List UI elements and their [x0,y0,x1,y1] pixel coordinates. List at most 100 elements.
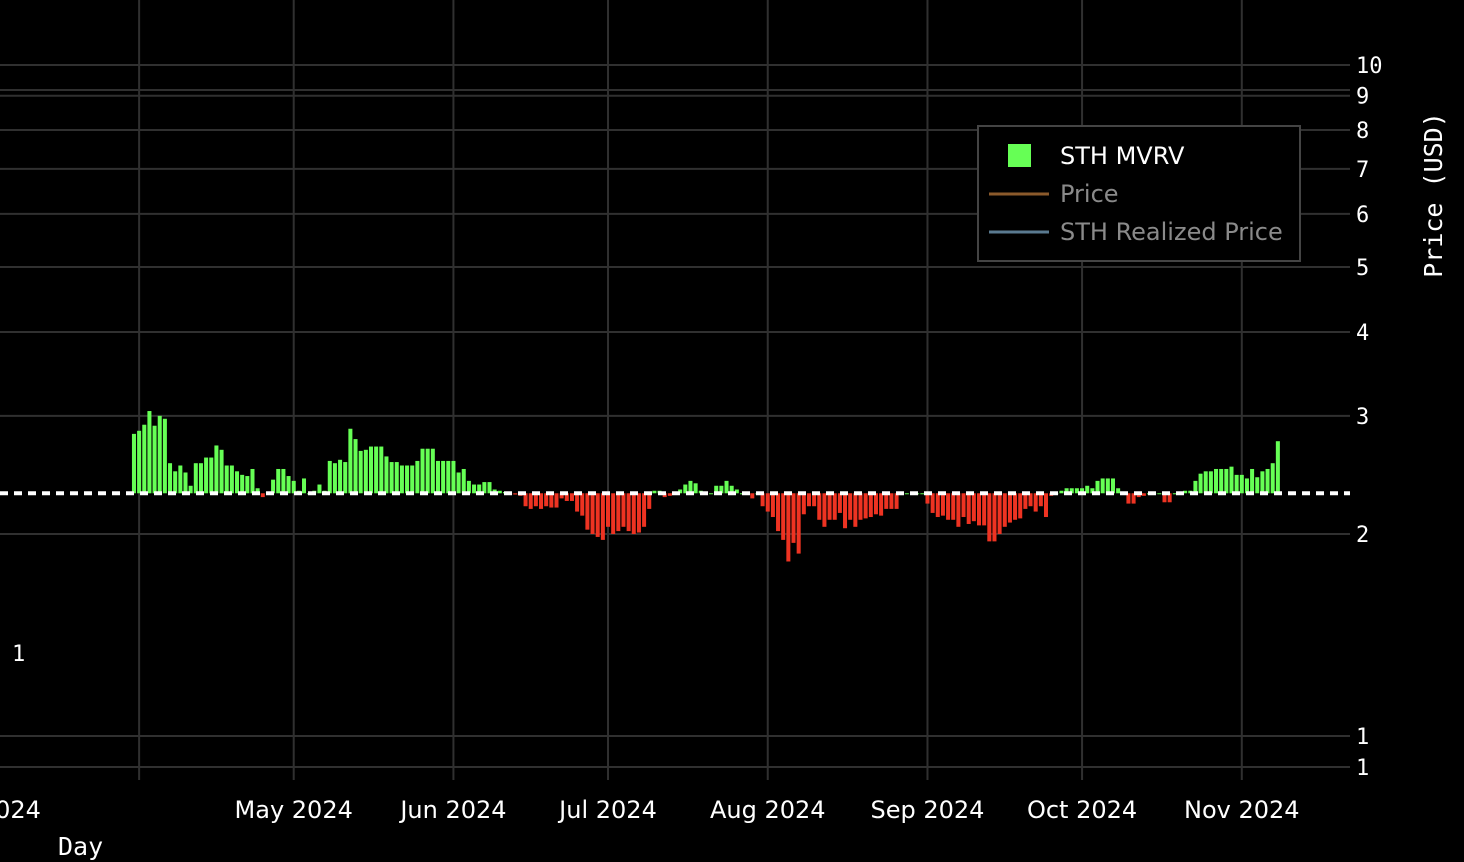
sth-mvrv-bar [1167,493,1172,503]
sth-mvrv-bar [946,493,951,520]
sth-mvrv-bar [235,471,240,494]
sth-mvrv-bar [410,465,415,494]
sth-mvrv-bar [152,425,157,494]
legend-item-price[interactable]: Price [1060,180,1119,208]
x-tick-label: Jun 2024 [398,796,506,824]
sth-mvrv-bar [338,459,343,494]
sth-mvrv-bar [214,445,219,494]
sth-mvrv-bar [1100,478,1105,494]
sth-mvrv-bar [801,493,806,515]
sth-mvrv-bar [451,460,456,494]
sth-mvrv-bar [317,484,322,494]
sth-mvrv-bar [580,493,585,516]
sth-mvrv-bar [724,480,729,494]
sth-mvrv-bar [1183,490,1188,494]
sth-mvrv-bar [343,462,348,494]
sth-mvrv-bar [1193,480,1198,494]
legend[interactable]: STH MVRV Price STH Realized Price [977,125,1301,262]
sth-mvrv-bar [1064,488,1069,494]
sth-mvrv-bar [894,493,899,509]
sth-mvrv-bar [533,493,538,507]
sth-mvrv-bar [822,493,827,527]
sth-mvrv-bar [832,493,837,520]
left-y-tick-labels: 1 [12,642,25,667]
sth-mvrv-bar [564,493,569,501]
sth-mvrv-bar [137,430,142,494]
sth-mvrv-bar [688,480,693,494]
sth-mvrv-bar [466,480,471,494]
sth-mvrv-bar [806,493,811,507]
sth-mvrv-bar [1208,471,1213,494]
sth-mvrv-bar [379,446,384,494]
sth-mvrv-bar [245,476,250,494]
sth-mvrv-bar [982,493,987,526]
sth-mvrv-bar [642,493,647,527]
x-tick-label: May 2024 [235,796,353,824]
sth-mvrv-bar [1085,485,1090,494]
sth-mvrv-bar [301,478,307,494]
sth-mvrv-bar [472,484,477,494]
sth-mvrv-bar [709,493,714,495]
sth-mvrv-bar [1069,488,1074,494]
y-tick-label: 5 [1356,256,1369,281]
sth-mvrv-bar [482,482,487,494]
sth-mvrv-bar [554,493,559,508]
sth-mvrv-bar [1260,471,1265,494]
y-tick-label: 9 [1356,85,1369,110]
sth-mvrv-bar [198,463,203,494]
sth-mvrv-bar [224,465,229,494]
sth-mvrv-bar [539,493,544,509]
y-tick-label: 2 [1356,523,1369,548]
sth-mvrv-bar [812,493,817,507]
sth-mvrv-bar [559,493,564,499]
sth-mvrv-bar [693,483,698,494]
sth-mvrv-bar [131,433,136,494]
sth-mvrv-bar [760,493,765,507]
sth-mvrv-bar [631,493,636,534]
sth-mvrv-bar [425,448,430,494]
sth-mvrv-bar [904,493,909,495]
sth-mvrv-bar [1162,493,1167,503]
sth-mvrv-bar [667,493,672,496]
sth-mvrv-bar [281,468,286,494]
sth-mvrv-bar [827,493,832,520]
sth-mvrv-bar [250,468,255,494]
sth-mvrv-bar [1074,488,1079,494]
sth-mvrv-bar [1033,493,1038,512]
sth-mvrv-bar [1007,493,1012,523]
y-tick-label: 1 [1356,756,1369,781]
sth-mvrv-bar [178,465,183,494]
right-y-tick-labels: 10 9 8 7 6 5 4 3 2 1 1 [1356,54,1383,781]
sth-mvrv-bar [286,476,291,494]
sth-mvrv-bar [616,493,621,532]
sth-mvrv-bar [162,418,167,494]
sth-mvrv-bar [1095,480,1100,494]
sth-mvrv-bar [1275,441,1280,494]
sth-mvrv-bar [229,465,234,494]
legend-item-sth-realized-price[interactable]: STH Realized Price [1060,218,1283,246]
sth-mvrv-bar [858,493,863,520]
sth-mvrv-bar [523,493,528,507]
legend-item-sth-mvrv[interactable]: STH MVRV [1060,142,1185,170]
sth-mvrv-bar [997,493,1002,534]
sth-mvrv-bar [1157,493,1162,495]
sth-mvrv-bar [734,489,739,494]
y-tick-label: 6 [1356,203,1369,228]
sth-mvrv-bar [678,489,683,494]
y-tick-label: 7 [1356,158,1369,183]
sth-mvrv-bar [935,493,940,518]
sth-mvrv-bars [131,411,1280,562]
sth-mvrv-bar [193,463,198,494]
sth-mvrv-bar [765,493,770,512]
sth-mvrv-bar [368,446,374,494]
sth-mvrv-bar [1141,493,1146,496]
sth-mvrv-bar [415,460,420,494]
sth-mvrv-bar [487,482,492,494]
sth-mvrv-bar [884,493,889,509]
x-tick-labels: 024 May 2024 Jun 2024 Jul 2024 Aug 2024 Sep 2… [0,796,1300,824]
sth-mvrv-bar [332,463,337,494]
sth-mvrv-bar [600,493,605,540]
sth-mvrv-bar [204,457,209,494]
sth-mvrv-bar [549,493,554,508]
